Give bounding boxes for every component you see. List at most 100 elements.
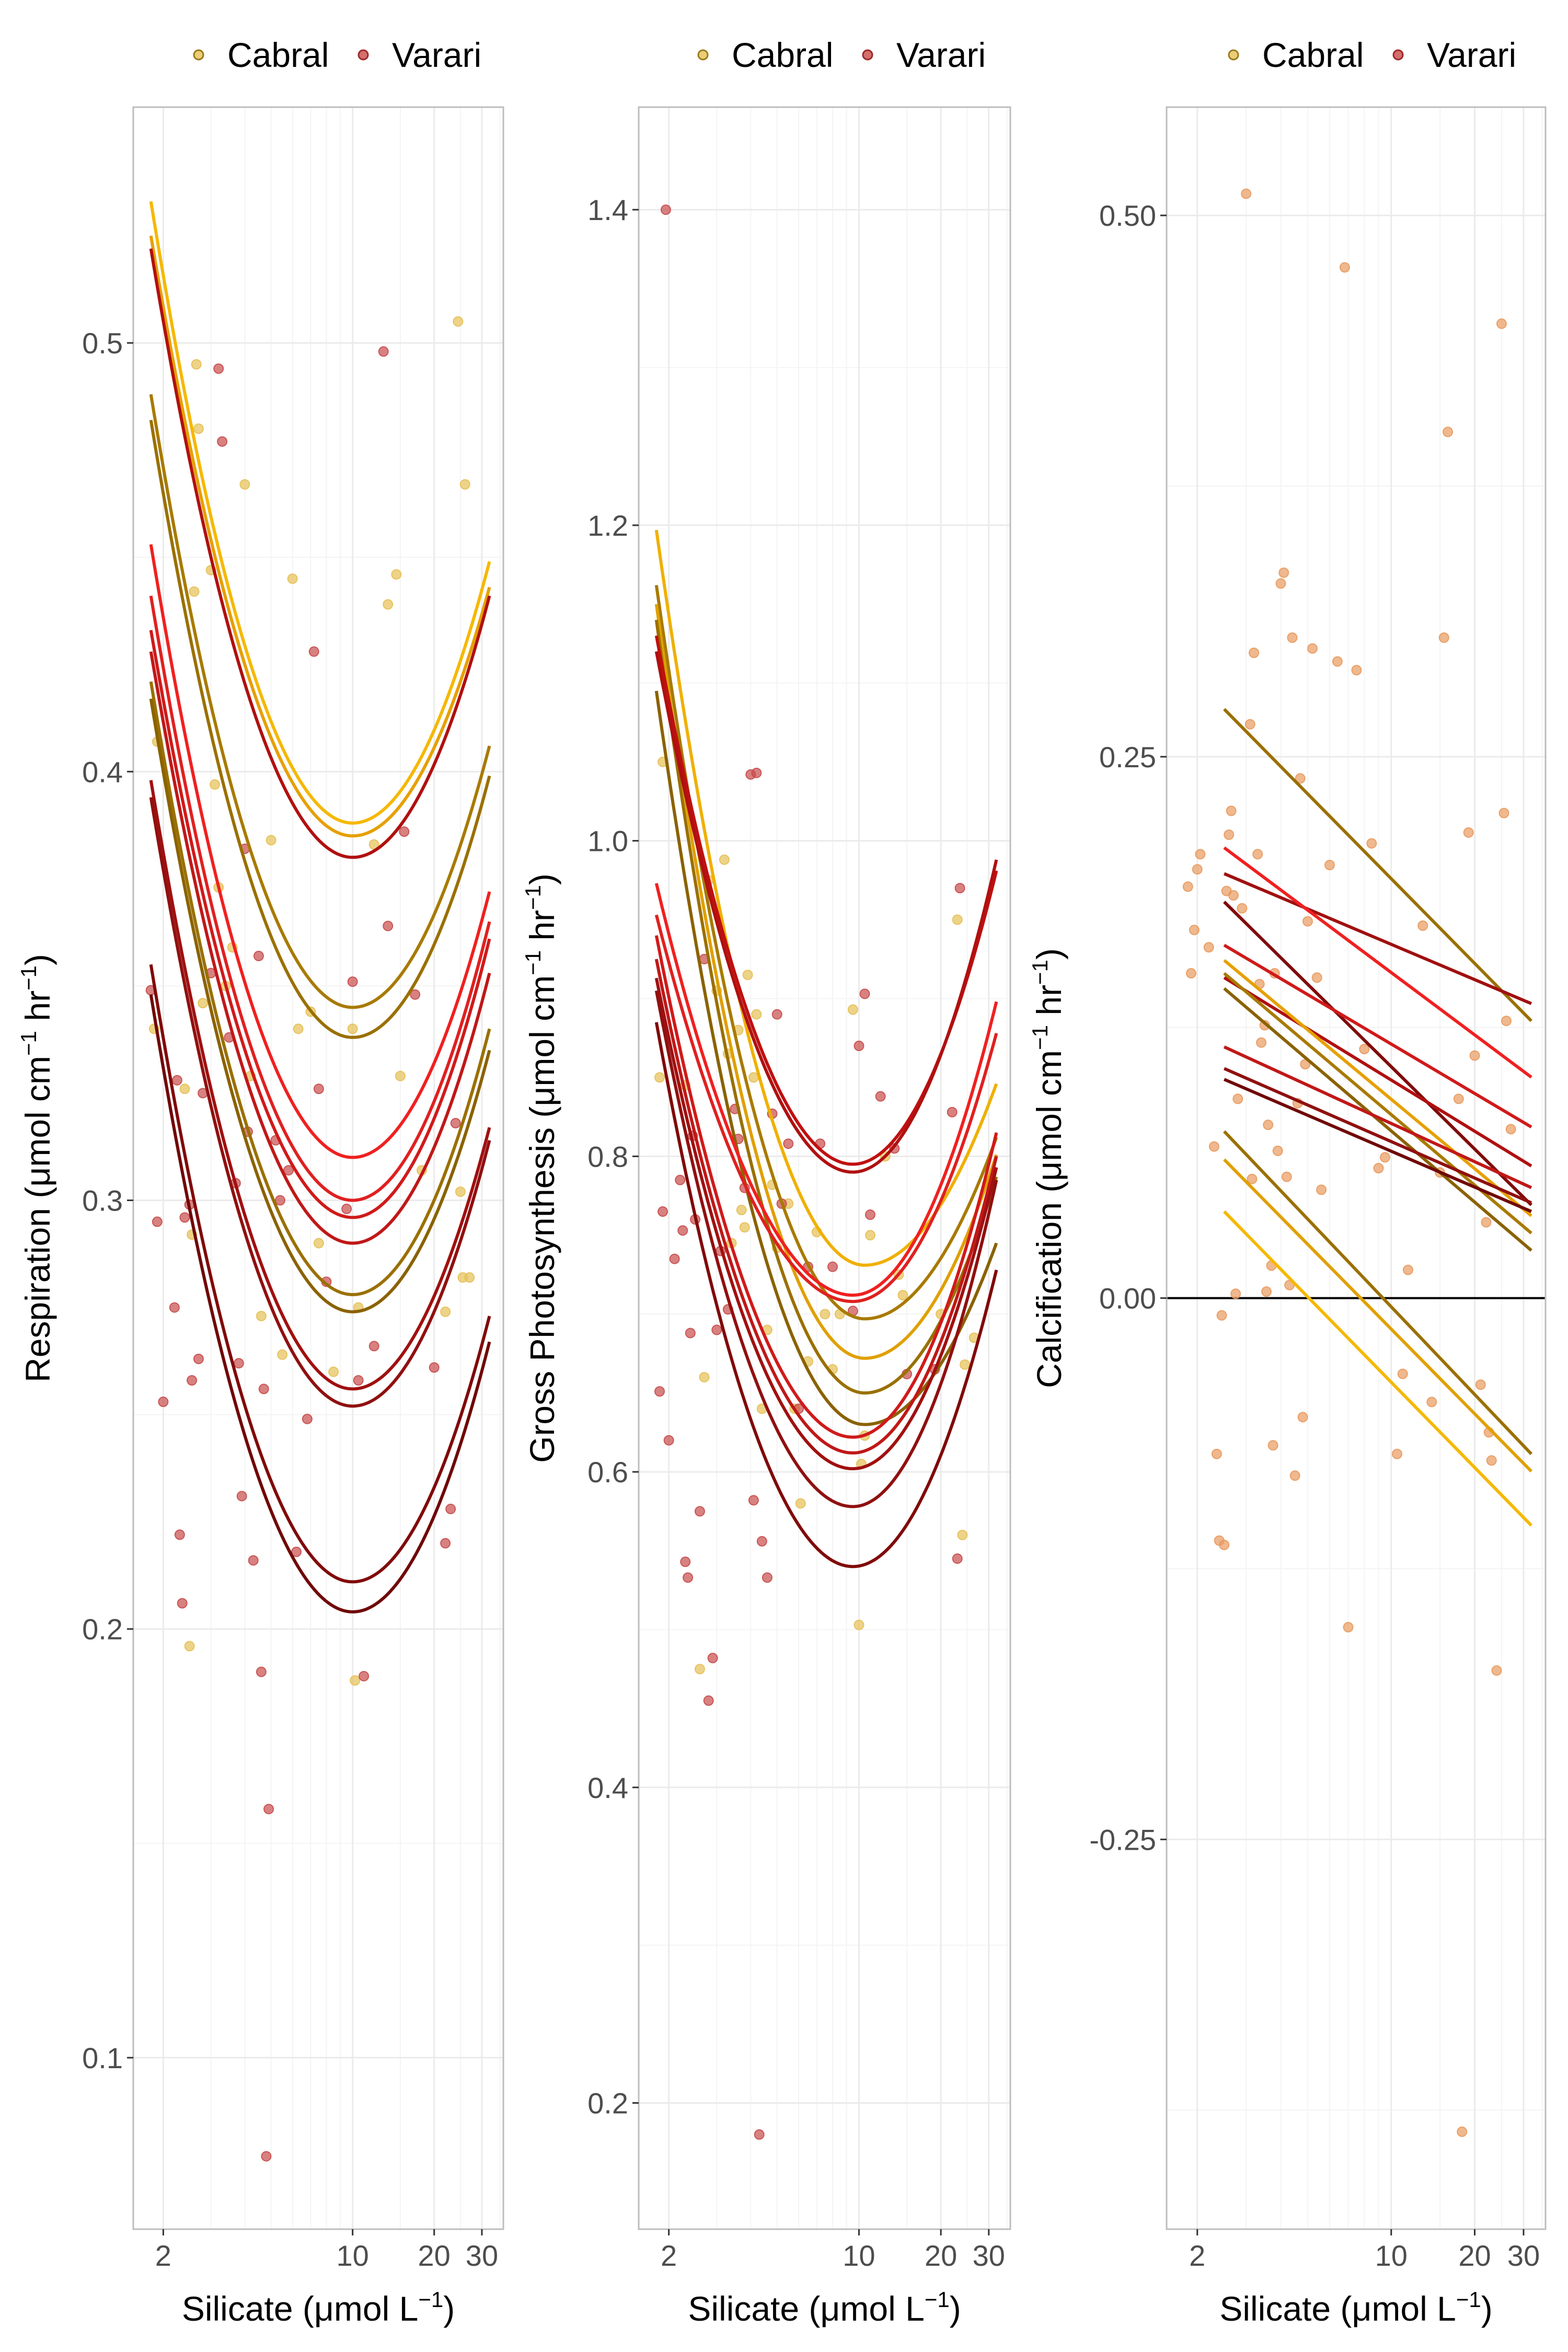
- data-point: [1192, 864, 1203, 875]
- x-tick-label: 10: [337, 2239, 369, 2272]
- varari-point: [236, 1491, 247, 1502]
- x-tick-label: 2: [155, 2239, 171, 2272]
- data-point: [1311, 972, 1322, 983]
- y-tick-label: 0.4: [82, 755, 123, 788]
- cabral-point: [328, 1366, 339, 1377]
- y-axis-title-part: μ: [523, 1087, 561, 1106]
- data-point: [1302, 916, 1313, 927]
- varari-point: [171, 1075, 182, 1086]
- x-axis-title-part: ): [1481, 2289, 1493, 2328]
- fit-line: [1223, 976, 1532, 1168]
- cabral-point: [654, 1072, 665, 1083]
- x-axis-title-part: μ: [1352, 2289, 1371, 2328]
- data-point: [1249, 648, 1260, 658]
- fit-curve: [654, 604, 998, 1360]
- x-axis-title: Silicate (μmol L−1): [688, 2287, 961, 2328]
- fit-curve: [654, 990, 998, 1508]
- x-axis-title-part: μ: [820, 2289, 840, 2328]
- data-point: [1373, 1163, 1384, 1173]
- varari-point: [174, 1529, 185, 1540]
- data-point: [1228, 890, 1239, 901]
- varari-point: [378, 346, 389, 357]
- varari-point: [771, 1009, 782, 1020]
- y-tick-label: 0.4: [587, 1771, 628, 1804]
- fit-curve: [149, 394, 491, 1009]
- data-point: [1261, 1286, 1272, 1297]
- fit-curve: [149, 964, 491, 1584]
- varari-point: [762, 1572, 773, 1583]
- cabral-point: [184, 1641, 195, 1652]
- varari-point: [751, 767, 762, 778]
- data-point: [1182, 881, 1193, 892]
- x-tick-label: 20: [418, 2239, 451, 2272]
- x-tick-label: 10: [843, 2239, 875, 2272]
- y-axis-title-sup: −1: [521, 885, 545, 910]
- data-point: [1247, 1173, 1258, 1184]
- varari-point: [663, 1435, 674, 1446]
- data-point: [1281, 1171, 1292, 1182]
- x-axis-title-part: ): [950, 2289, 961, 2328]
- x-tick-label: 30: [973, 2239, 1005, 2272]
- fit-line: [1224, 1078, 1532, 1213]
- varari-point: [313, 1083, 324, 1094]
- data-point: [1498, 808, 1509, 818]
- cabral-point: [266, 835, 276, 846]
- varari-point: [683, 1572, 694, 1583]
- data-point: [1272, 1145, 1283, 1156]
- legend-cabral-icon: [1228, 49, 1239, 61]
- varari-point: [669, 1253, 680, 1264]
- y-axis-title-part: μ: [1030, 1161, 1068, 1181]
- panel-border: [1166, 106, 1547, 2230]
- y-tick-label: 0.50: [1099, 199, 1156, 232]
- fit-curve: [654, 977, 998, 1471]
- fit-line: [1223, 1045, 1532, 1190]
- data-point: [1486, 1455, 1497, 1466]
- cabral-point: [391, 569, 402, 580]
- fit-curve: [149, 797, 491, 1408]
- varari-point: [261, 2151, 272, 2162]
- cabral-point: [189, 586, 200, 597]
- cabral-point: [960, 1359, 971, 1370]
- varari-point: [179, 1212, 190, 1223]
- x-axis-title-part: mol L: [1371, 2289, 1456, 2328]
- varari-point: [258, 1383, 269, 1394]
- legend-varari-icon: [1392, 49, 1404, 61]
- y-axis-title-part: Respiration (: [18, 1187, 57, 1382]
- varari-point: [187, 1375, 198, 1386]
- fit-line: [1223, 1158, 1532, 1473]
- cabral-point: [256, 1310, 267, 1321]
- varari-point: [233, 1358, 244, 1369]
- data-point: [1278, 567, 1289, 578]
- cabral-point: [897, 1289, 908, 1300]
- cabral-point: [854, 1619, 864, 1630]
- legend-varari-icon: [358, 49, 369, 61]
- varari-point: [399, 826, 410, 837]
- cabral-point: [193, 423, 204, 434]
- y-tick-label: 1.2: [587, 509, 628, 542]
- y-axis-title-part: ): [523, 873, 561, 885]
- data-point: [1195, 849, 1206, 860]
- varari-point: [864, 1209, 875, 1220]
- y-axis-title-part: Gross Photosynthesis (: [523, 1106, 561, 1463]
- varari-point: [675, 1174, 686, 1185]
- panel-border: [132, 106, 504, 2230]
- x-axis-title: Silicate (μmol L−1): [182, 2287, 455, 2328]
- data-point: [1443, 426, 1454, 437]
- data-point: [1237, 903, 1248, 914]
- x-tick-label: 30: [1507, 2239, 1540, 2272]
- cabral-point: [210, 779, 221, 790]
- y-tick-label: 0.3: [82, 1184, 123, 1217]
- fit-line: [1223, 901, 1532, 1206]
- data-point: [1481, 1217, 1492, 1228]
- cabral-point: [820, 1309, 831, 1320]
- varari-point: [410, 989, 421, 1000]
- data-point: [1185, 968, 1196, 979]
- data-point: [1426, 1397, 1437, 1408]
- data-point: [1491, 1665, 1502, 1676]
- varari-point: [158, 1397, 169, 1408]
- y-axis-title-sup: −1: [1028, 960, 1052, 985]
- fit-curve: [149, 994, 491, 1613]
- data-point: [1332, 656, 1343, 667]
